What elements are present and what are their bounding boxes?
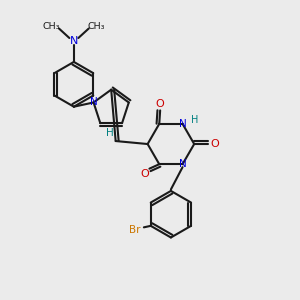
Text: O: O — [140, 169, 149, 179]
Text: CH₃: CH₃ — [43, 22, 60, 31]
Text: CH₃: CH₃ — [88, 22, 105, 31]
Text: N: N — [179, 119, 186, 129]
Text: H: H — [106, 128, 114, 138]
Text: N: N — [70, 36, 78, 46]
Text: O: O — [156, 99, 164, 109]
Text: N: N — [90, 98, 98, 107]
Text: O: O — [210, 139, 219, 149]
Text: N: N — [179, 159, 186, 169]
Text: H: H — [191, 115, 198, 125]
Text: Br: Br — [129, 225, 141, 235]
